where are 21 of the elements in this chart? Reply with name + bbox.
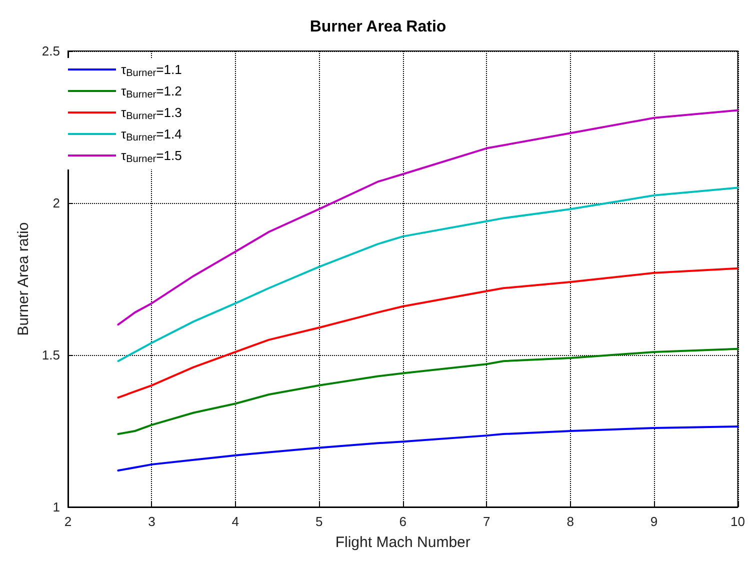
y-axis-title: Burner Area ratio [15,222,32,336]
x-tick-label: 10 [730,514,746,529]
x-tick-label: 3 [148,514,156,529]
x-tick-label: 9 [650,514,658,529]
y-tick-label: 1 [52,500,60,514]
x-tick-label: 6 [399,514,406,529]
x-tick-label: 8 [566,514,574,529]
y-tick-label: 2 [52,196,60,210]
x-tick-label: 4 [232,514,240,529]
x-tick-label: 5 [316,514,323,529]
y-tick-label: 2.5 [42,44,60,58]
line-series [117,425,739,472]
chart-title: Burner Area Ratio [310,18,446,36]
line-series [117,267,739,399]
line-series [117,109,739,326]
x-tick-label: 2 [64,514,72,529]
line-series [117,348,739,436]
x-axis-title: Flight Mach Number [335,534,470,551]
x-tick-label: 7 [482,514,490,529]
line-series [117,186,739,362]
y-tick-label: 1.5 [42,348,60,362]
